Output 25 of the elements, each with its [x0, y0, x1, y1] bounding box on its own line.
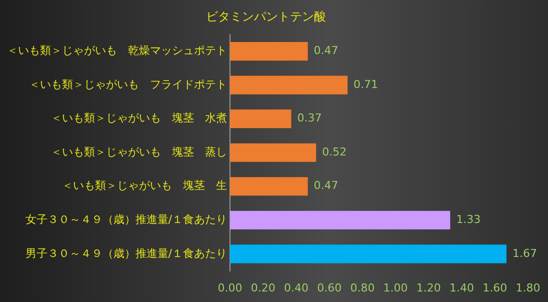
y-tick-label: ＜いも類＞じゃがいも 塊茎 生: [62, 179, 227, 192]
data-label: 0.37: [297, 112, 322, 125]
x-tick-label: 0.80: [350, 281, 375, 294]
y-tick-label: ＜いも類＞じゃがいも 塊茎 水煮: [51, 112, 227, 125]
x-tick-label: 1.80: [516, 281, 540, 294]
y-tick-label: ＜いも類＞じゃがいも 塊茎 蒸し: [51, 145, 227, 158]
data-label: 0.71: [354, 78, 378, 91]
x-tick-label: 1.00: [383, 281, 408, 294]
x-tick-label: 0.00: [218, 281, 242, 294]
data-label: 1.33: [456, 213, 481, 226]
x-tick-label: 0.60: [317, 281, 342, 294]
x-tick-label: 1.20: [416, 281, 441, 294]
x-tick-label: 0.40: [284, 281, 308, 294]
y-tick-label: 男子３０～４９（歳）推進量/１食あたり: [25, 246, 227, 260]
data-label: 1.67: [512, 246, 537, 260]
data-label: 0.47: [314, 179, 338, 192]
x-tick-label: 1.40: [450, 281, 474, 294]
y-tick-label: ＜いも類＞じゃがいも 乾燥マッシュポテト: [7, 44, 227, 58]
data-label: 0.52: [322, 145, 347, 158]
data-label: 0.47: [314, 44, 338, 58]
x-tick-label: 1.60: [482, 281, 508, 294]
x-tick-label: 0.20: [250, 281, 276, 294]
y-tick-label: 女子３０～４９（歳）推進量/１食あたり: [25, 213, 227, 226]
y-tick-label: ＜いも類＞じゃがいも フライドポテト: [29, 78, 227, 91]
chart-title: ビタミンパントテン酸: [206, 9, 326, 24]
